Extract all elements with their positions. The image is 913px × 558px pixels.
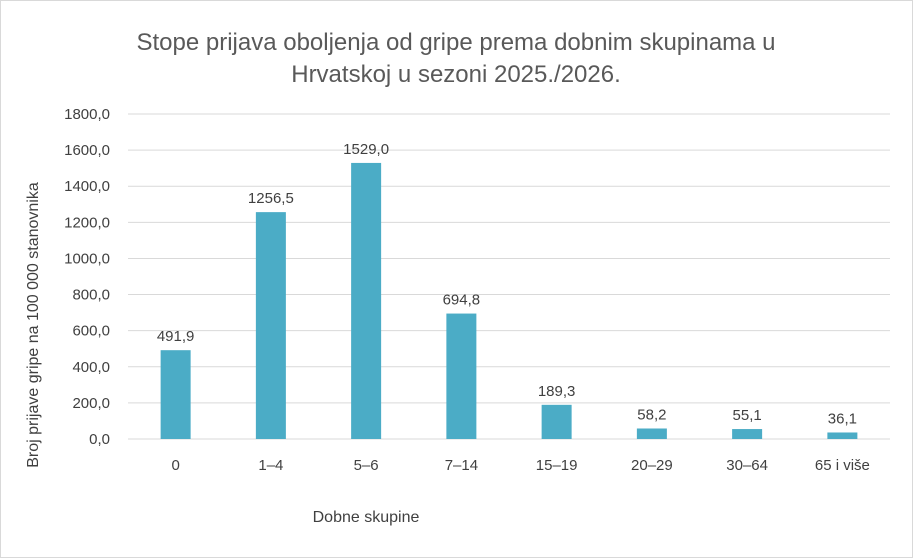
y-tick-label: 1400,0 [64, 178, 110, 195]
bar [541, 404, 572, 439]
bars [160, 162, 858, 440]
data-label: 36,1 [828, 410, 857, 427]
bar [827, 432, 858, 439]
chart-title-line-1: Stope prijava oboljenja od gripe prema d… [136, 29, 775, 56]
x-tick-label: 0 [171, 457, 179, 474]
bar [636, 428, 667, 439]
gridlines [128, 113, 890, 440]
y-tick-label: 0,0 [89, 431, 110, 448]
data-label: 1529,0 [343, 141, 389, 158]
data-label: 58,2 [637, 406, 666, 423]
y-tick-label: 1600,0 [64, 142, 110, 159]
y-tick-label: 1200,0 [64, 214, 110, 231]
x-tick-label: 65 i više [815, 457, 870, 474]
bar [255, 212, 286, 439]
x-axis-title: Dobne skupine [313, 509, 420, 526]
y-tick-label: 1000,0 [64, 250, 110, 267]
y-tick-label: 200,0 [72, 395, 110, 412]
x-tick-label: 1–4 [258, 457, 283, 474]
y-tick-label: 400,0 [72, 359, 110, 376]
data-labels: 491,9 1256,5 1529,0 694,8 189,3 58,2 55,1 36,1 [157, 141, 857, 428]
data-label: 55,1 [733, 407, 762, 424]
x-tick-label: 20–29 [631, 457, 673, 474]
x-tick-label: 7–14 [445, 457, 478, 474]
bar [351, 162, 382, 440]
data-label: 189,3 [538, 383, 576, 400]
bar [160, 350, 191, 439]
data-label: 694,8 [443, 292, 481, 309]
data-label: 491,9 [157, 328, 195, 345]
y-tick-label: 1800,0 [64, 106, 110, 123]
x-tick-label: 15–19 [536, 457, 578, 474]
y-axis-title: Broj prijave gripe na 100 000 stanovnika [25, 182, 42, 468]
y-tick-label: 600,0 [72, 323, 110, 340]
bar [446, 313, 477, 439]
data-label: 1256,5 [248, 190, 294, 207]
x-tick-labels: 0 1–4 5–6 7–14 15–19 20–29 30–64 65 i više [171, 457, 869, 474]
x-tick-label: 30–64 [726, 457, 768, 474]
bar [732, 429, 763, 439]
chart-title-line-2: Hrvatskoj u sezoni 2025./2026. [291, 61, 621, 88]
x-tick-label: 5–6 [354, 457, 379, 474]
y-tick-labels: 0,0 200,0 400,0 600,0 800,0 1000,0 1200,0 1400,… [64, 106, 110, 448]
y-tick-label: 800,0 [72, 287, 110, 304]
